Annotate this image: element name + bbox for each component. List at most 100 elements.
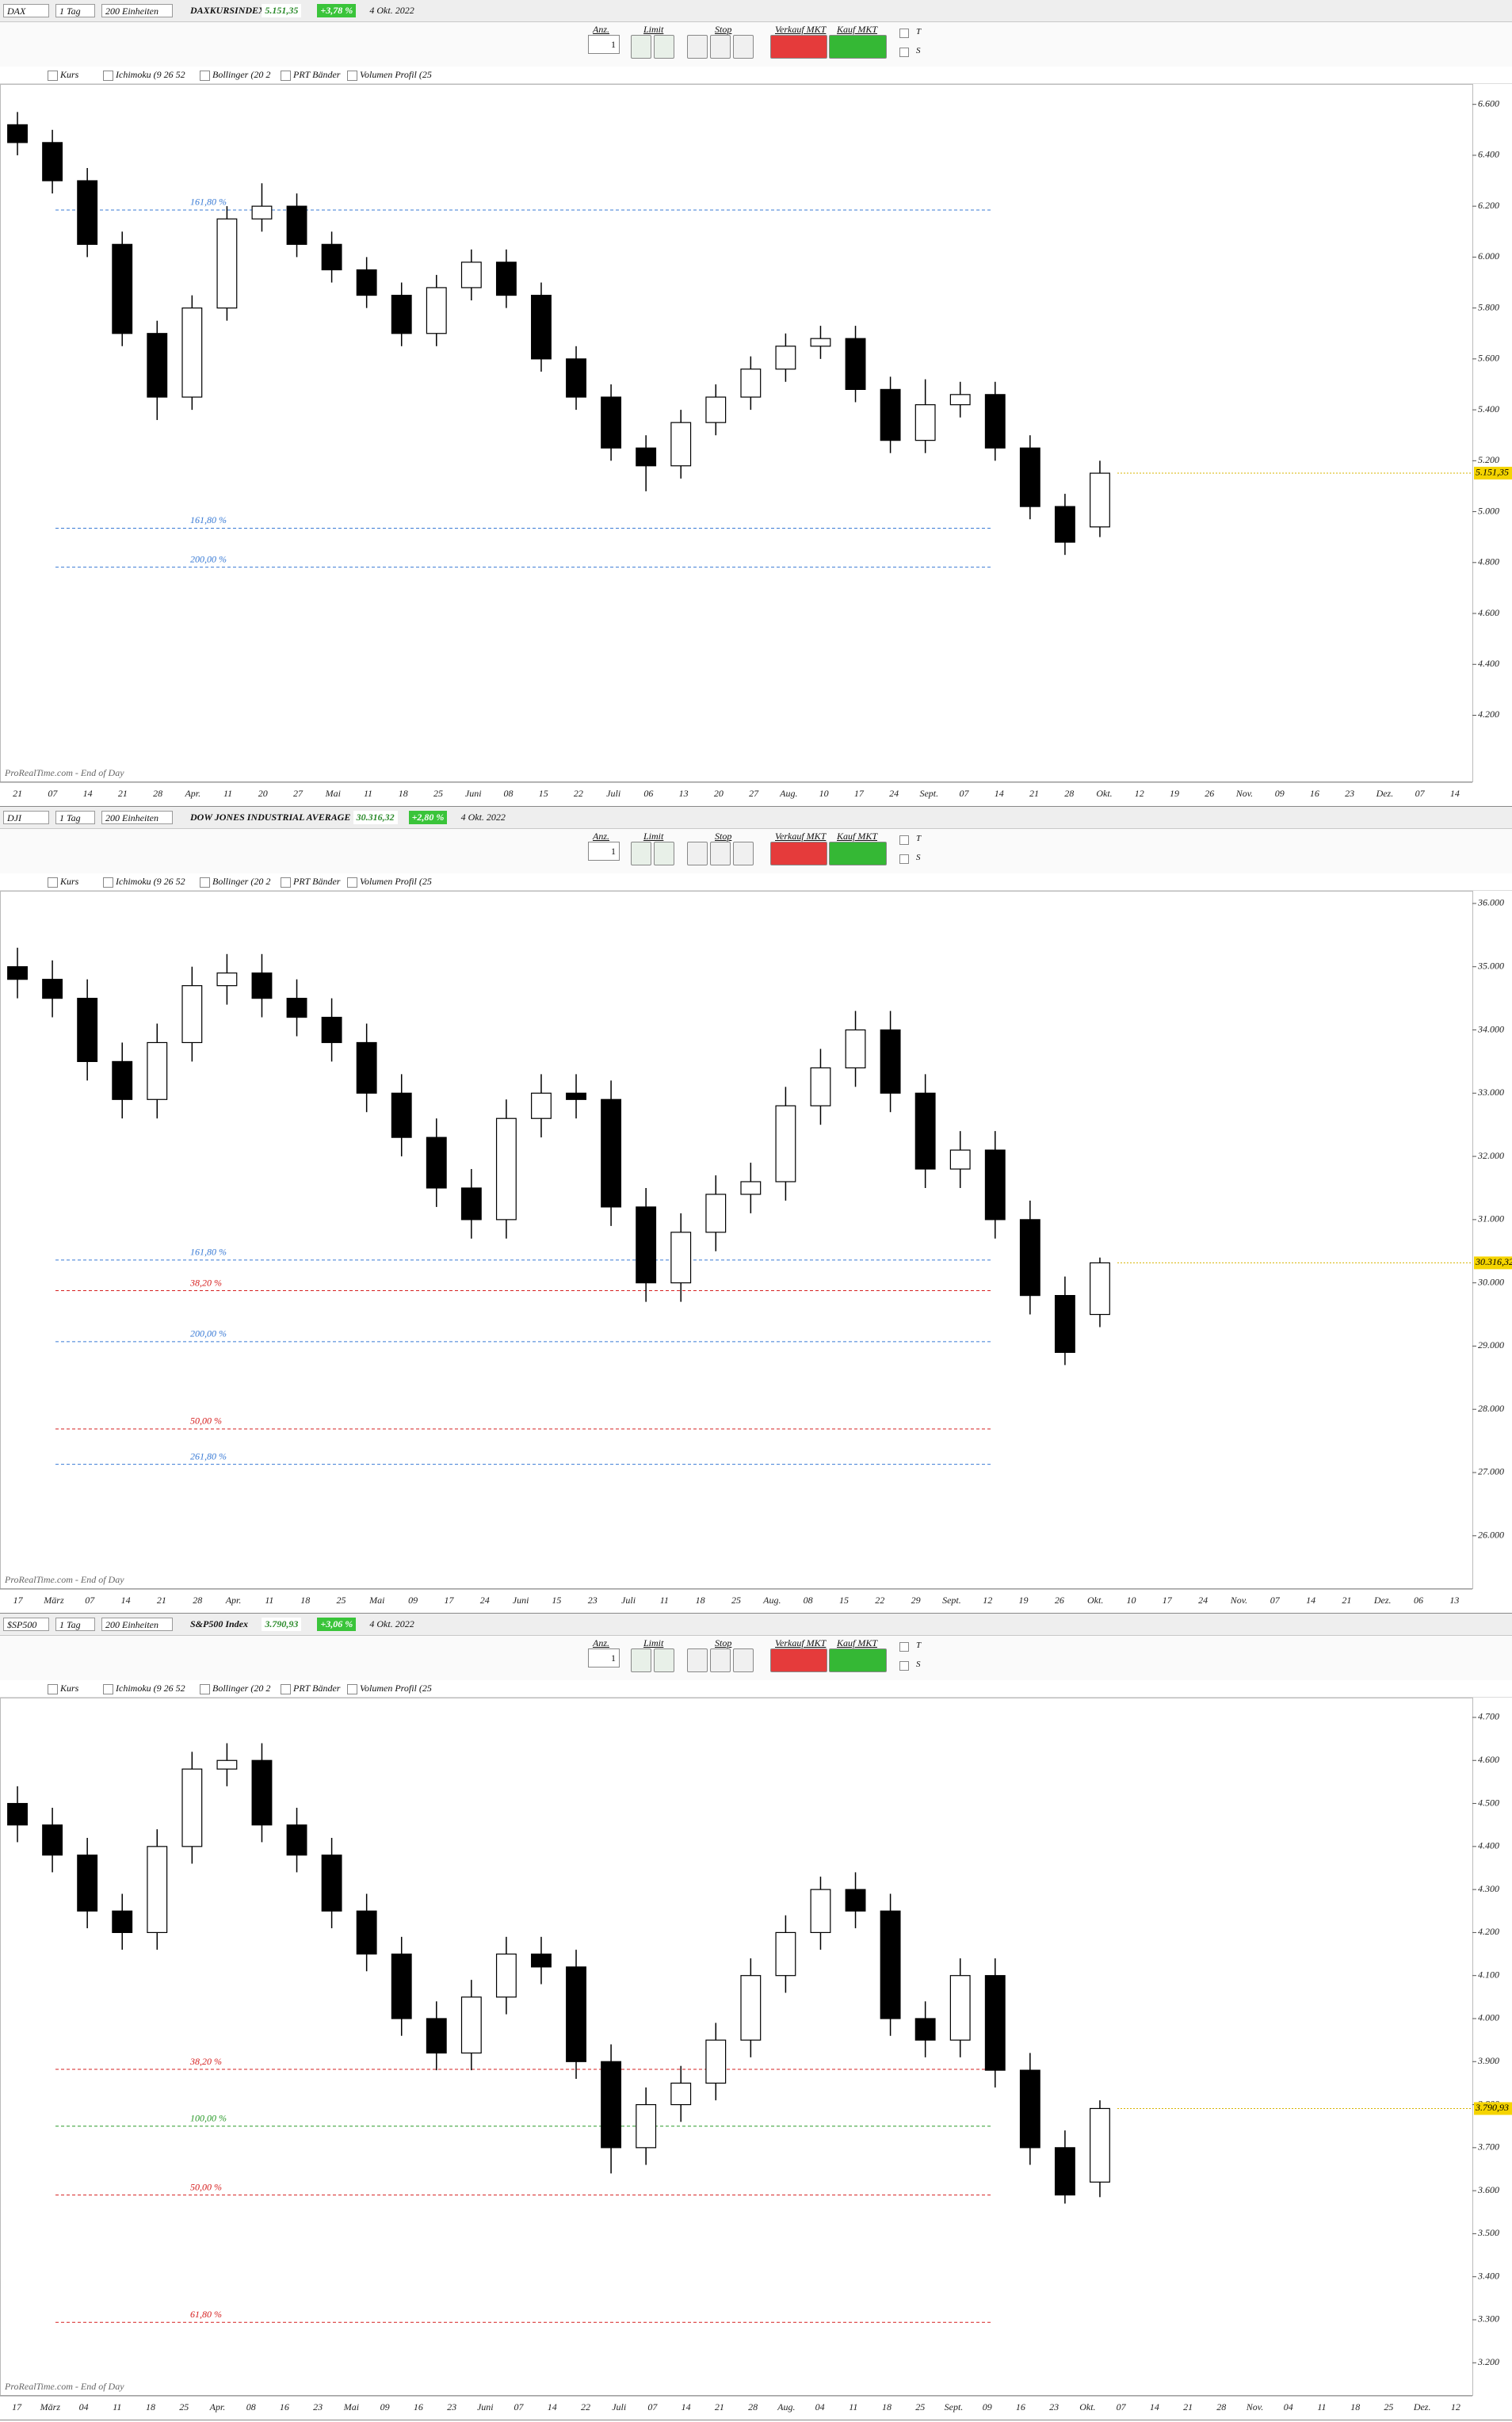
quantity-label: Anz. bbox=[593, 1637, 609, 1648]
limit-button[interactable] bbox=[631, 842, 651, 865]
s-checkbox[interactable] bbox=[899, 1661, 909, 1671]
candle-body bbox=[531, 1953, 552, 1968]
quantity-input[interactable]: 1 bbox=[588, 1648, 620, 1668]
limit-button[interactable] bbox=[631, 1648, 651, 1672]
date-label: 04 bbox=[1284, 2401, 1293, 2412]
units-select[interactable]: 200 Einheiten bbox=[101, 1618, 173, 1631]
stop-button[interactable] bbox=[710, 35, 731, 59]
y-tick-label: 3.400 bbox=[1477, 2270, 1499, 2281]
t-checkbox[interactable] bbox=[899, 29, 909, 38]
date-label: März bbox=[43, 1595, 64, 1606]
limit-button[interactable] bbox=[654, 842, 674, 865]
symbol-select[interactable]: DAX bbox=[3, 4, 49, 17]
symbol-select[interactable]: DJI bbox=[3, 811, 49, 824]
date-label: 07 bbox=[85, 1595, 95, 1606]
date-label: Aug. bbox=[777, 2401, 795, 2412]
stop-button[interactable] bbox=[687, 1648, 708, 1672]
units-select[interactable]: 200 Einheiten bbox=[101, 811, 173, 824]
symbol-select[interactable]: $SP500 bbox=[3, 1618, 49, 1631]
date-label: 17 bbox=[12, 2401, 22, 2412]
quantity-input[interactable]: 1 bbox=[588, 35, 620, 54]
level-label: 161,80 % bbox=[190, 1247, 227, 1258]
stop-label: Stop bbox=[715, 1637, 732, 1648]
sell-button[interactable] bbox=[770, 35, 827, 59]
s-checkbox[interactable] bbox=[899, 854, 909, 864]
date-label: 22 bbox=[875, 1595, 884, 1606]
chart-panel: $SP500 1 Tag 200 Einheiten S&P500 Index 3.79… bbox=[0, 1614, 1512, 2420]
date-label: 08 bbox=[503, 788, 513, 799]
indicator-toggle[interactable]: Kurs bbox=[48, 1683, 78, 1694]
candle-body bbox=[845, 338, 866, 391]
indicator-toggle[interactable]: Bollinger (20 2 bbox=[200, 69, 270, 81]
level-label: 50,00 % bbox=[190, 2181, 222, 2192]
y-tick-label: 4.200 bbox=[1478, 709, 1499, 720]
date-label: 19 bbox=[1019, 1595, 1029, 1606]
y-tick-label: 5.800 bbox=[1478, 301, 1499, 312]
indicator-toggle[interactable]: Ichimoku (9 26 52 bbox=[103, 1683, 185, 1694]
indicator-toggle[interactable]: Volumen Profil (25 bbox=[347, 69, 432, 81]
stop-button[interactable] bbox=[733, 35, 754, 59]
quantity-input[interactable]: 1 bbox=[588, 842, 620, 861]
date-label: Dez. bbox=[1413, 2401, 1431, 2412]
indicator-toggle[interactable]: PRT Bänder bbox=[281, 1683, 340, 1694]
date-label: 08 bbox=[804, 1595, 813, 1606]
limit-button[interactable] bbox=[654, 1648, 674, 1672]
stop-button[interactable] bbox=[733, 842, 754, 865]
candle-body bbox=[845, 1029, 866, 1068]
s-checkbox[interactable] bbox=[899, 48, 909, 57]
y-tick-label: 5.600 bbox=[1478, 353, 1499, 364]
sell-button[interactable] bbox=[770, 1648, 827, 1672]
t-checkbox[interactable] bbox=[899, 1642, 909, 1652]
date-label: 27 bbox=[749, 788, 759, 799]
stop-button[interactable] bbox=[710, 842, 731, 865]
candle-body bbox=[286, 998, 307, 1018]
level-label: 200,00 % bbox=[190, 553, 227, 564]
limit-button[interactable] bbox=[654, 35, 674, 59]
candle-body bbox=[216, 1759, 238, 1770]
date-label: Nov. bbox=[1230, 1595, 1247, 1606]
y-tick-label: 4.200 bbox=[1478, 1926, 1499, 1937]
date-label: 11 bbox=[364, 788, 372, 799]
interval-select[interactable]: 1 Tag bbox=[55, 1618, 95, 1631]
candle-body bbox=[984, 1975, 1006, 2071]
indicator-toggle[interactable]: Ichimoku (9 26 52 bbox=[103, 876, 185, 888]
indicator-toggle[interactable]: Volumen Profil (25 bbox=[347, 876, 432, 888]
stop-button[interactable] bbox=[687, 35, 708, 59]
candle-body bbox=[460, 1996, 482, 2054]
date-label: 24 bbox=[480, 1595, 490, 1606]
date-label: 13 bbox=[679, 788, 689, 799]
candle-body bbox=[391, 1953, 412, 2019]
stop-button[interactable] bbox=[687, 842, 708, 865]
interval-select[interactable]: 1 Tag bbox=[55, 811, 95, 824]
indicator-toggle[interactable]: Kurs bbox=[48, 876, 78, 888]
date-label: 18 bbox=[882, 2401, 892, 2412]
y-tick-label: 31.000 bbox=[1477, 1213, 1504, 1224]
date-label: Okt. bbox=[1079, 2401, 1095, 2412]
candle-body bbox=[984, 394, 1006, 449]
date-label: 21 bbox=[715, 2401, 724, 2412]
indicator-toggle[interactable]: Kurs bbox=[48, 69, 78, 81]
indicator-toggle[interactable]: Volumen Profil (25 bbox=[347, 1683, 432, 1694]
stop-button[interactable] bbox=[733, 1648, 754, 1672]
indicator-toggle[interactable]: PRT Bänder bbox=[281, 876, 340, 888]
buy-button[interactable] bbox=[829, 35, 887, 59]
date-label: 22 bbox=[581, 2401, 590, 2412]
buy-button[interactable] bbox=[829, 842, 887, 865]
price-chart: 3.2003.3003.4003.5003.6003.7003.8003.900… bbox=[0, 1698, 1512, 2412]
y-tick-label: 3.700 bbox=[1477, 2141, 1499, 2153]
indicator-toggle[interactable]: Bollinger (20 2 bbox=[200, 876, 270, 888]
last-price-tag bbox=[1474, 1256, 1512, 1270]
indicator-toggle[interactable]: Ichimoku (9 26 52 bbox=[103, 69, 185, 81]
t-checkbox[interactable] bbox=[899, 835, 909, 845]
sell-button[interactable] bbox=[770, 842, 827, 865]
indicator-toggle[interactable]: Bollinger (20 2 bbox=[200, 1683, 270, 1694]
indicator-toggle[interactable]: PRT Bänder bbox=[281, 69, 340, 81]
candle-body bbox=[426, 1137, 447, 1189]
limit-button[interactable] bbox=[631, 35, 651, 59]
stop-label: Stop bbox=[715, 24, 732, 35]
y-tick-label: 3.900 bbox=[1477, 2055, 1499, 2066]
stop-button[interactable] bbox=[710, 1648, 731, 1672]
units-select[interactable]: 200 Einheiten bbox=[101, 4, 173, 17]
interval-select[interactable]: 1 Tag bbox=[55, 4, 95, 17]
buy-button[interactable] bbox=[829, 1648, 887, 1672]
